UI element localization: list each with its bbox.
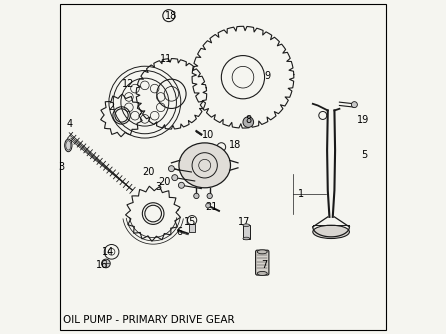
- Text: 21: 21: [205, 202, 218, 212]
- Text: 11: 11: [160, 54, 173, 64]
- Text: 10: 10: [202, 130, 214, 140]
- Text: 4: 4: [67, 119, 73, 129]
- Text: 18: 18: [165, 11, 178, 21]
- Bar: [189, 223, 195, 232]
- Text: 6: 6: [177, 227, 183, 237]
- Circle shape: [169, 166, 174, 172]
- Text: 19: 19: [356, 116, 369, 126]
- Circle shape: [178, 182, 184, 188]
- Text: 8: 8: [245, 116, 251, 126]
- Text: 7: 7: [261, 260, 268, 270]
- Bar: [243, 225, 250, 238]
- Text: 18: 18: [228, 140, 241, 150]
- Text: 17: 17: [239, 217, 251, 227]
- Ellipse shape: [313, 225, 349, 238]
- Circle shape: [102, 259, 110, 268]
- FancyBboxPatch shape: [256, 250, 269, 275]
- Circle shape: [207, 193, 212, 199]
- Text: OIL PUMP - PRIMARY DRIVE GEAR: OIL PUMP - PRIMARY DRIVE GEAR: [63, 315, 235, 325]
- Text: 20: 20: [159, 177, 171, 187]
- Text: 3: 3: [58, 162, 65, 172]
- Ellipse shape: [257, 272, 267, 276]
- Text: 12: 12: [122, 79, 134, 89]
- Text: 1: 1: [298, 189, 304, 199]
- Circle shape: [351, 102, 357, 108]
- Ellipse shape: [243, 237, 250, 240]
- Text: 15: 15: [184, 217, 196, 227]
- Ellipse shape: [243, 224, 250, 226]
- Circle shape: [243, 117, 254, 127]
- Circle shape: [206, 203, 211, 208]
- Text: 14: 14: [102, 247, 114, 257]
- Text: 9: 9: [265, 70, 271, 80]
- Circle shape: [194, 193, 199, 199]
- Ellipse shape: [65, 139, 72, 152]
- Ellipse shape: [179, 143, 231, 188]
- Ellipse shape: [257, 250, 267, 254]
- Text: 16: 16: [95, 260, 108, 270]
- Text: 3: 3: [155, 182, 161, 192]
- Circle shape: [172, 175, 178, 181]
- Text: 5: 5: [361, 150, 368, 160]
- Text: 2: 2: [108, 102, 115, 112]
- Text: 20: 20: [142, 167, 154, 177]
